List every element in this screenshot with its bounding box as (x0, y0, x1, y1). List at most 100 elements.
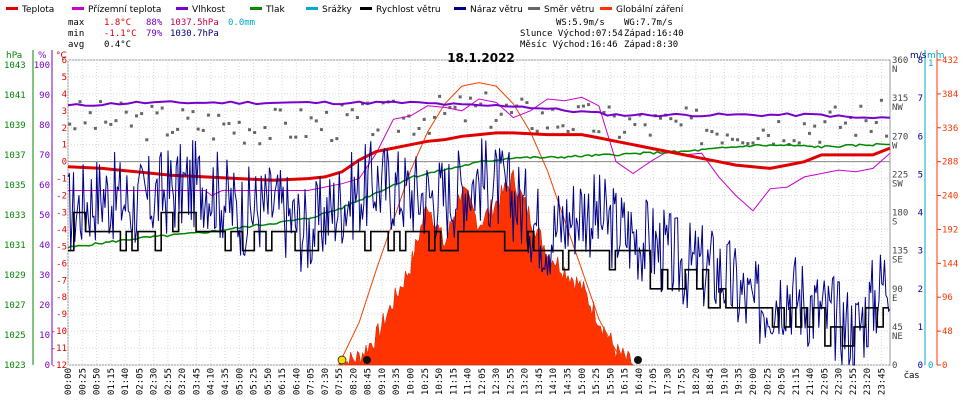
x-tick-label: 17:30 (663, 368, 673, 395)
x-tick-label: 22:05 (820, 368, 830, 395)
x-tick-label: 13:20 (521, 368, 531, 395)
series-smer-vetru-point (623, 130, 627, 134)
series-smer-vetru-point (427, 131, 431, 135)
temperature-tick-label: 4 (62, 90, 67, 100)
temperature-tick-label: -7 (56, 276, 67, 286)
wind-dir-tick-label: E (892, 294, 897, 304)
stats-max-press: 1037.5hPa (170, 18, 219, 28)
x-tick-label: 01:15 (107, 368, 117, 395)
series-smer-vetru-point (879, 98, 883, 102)
wind-dir-tick-label: S (892, 218, 897, 228)
series-smer-vetru-point (129, 124, 133, 128)
temperature-tick-label: -3 (56, 209, 67, 219)
series-smer-vetru-point (864, 119, 868, 123)
pressure-tick-label: 1025 (4, 331, 26, 341)
series-smer-vetru-point (838, 125, 842, 129)
series-smer-vetru-point (628, 117, 632, 121)
humidity-tick-label: 90 (39, 91, 50, 101)
series-vlhkost (67, 100, 891, 120)
series-smer-vetru-point (540, 111, 544, 115)
series-smer-vetru-point (859, 104, 863, 108)
pressure-tick-label: 1027 (4, 301, 26, 311)
series-smer-vetru-point (818, 140, 822, 144)
series-smer-vetru-point (643, 123, 647, 127)
pressure-tick-label: 1029 (4, 271, 26, 281)
x-tick-label: 20:00 (749, 368, 759, 395)
series-rychlost-vetru (68, 211, 889, 347)
series-smer-vetru-point (181, 108, 185, 112)
info-block: WS:5.9m/s WG:7.7m/s Slunce Východ:07:54 … (520, 18, 684, 50)
series-smer-vetru-point (520, 97, 524, 101)
series-smer-vetru-point (201, 128, 205, 132)
radiation-tick-label: 432 (942, 56, 958, 66)
series-smer-vetru-point (854, 133, 858, 137)
humidity-tick-label: 20 (39, 301, 50, 311)
series-smer-vetru-point (325, 110, 329, 114)
series-smer-vetru-point (109, 122, 113, 126)
temperature-tick-label: -4 (56, 225, 67, 235)
info-moonset: Západ:8:30 (624, 40, 678, 50)
x-tick-label: 22:30 (835, 368, 845, 395)
info-sun: Slunce Východ:07:54 (520, 29, 623, 39)
series-smer-vetru-point (155, 111, 159, 115)
series-smer-vetru-point (371, 133, 375, 137)
temperature-tick-label: 3 (62, 107, 67, 117)
info-ws: WS:5.9m/s (556, 18, 605, 28)
x-tick-label: 08:20 (349, 368, 359, 395)
temperature-tick-label: -9 (56, 310, 67, 320)
x-tick-label: 22:55 (849, 368, 859, 395)
stats-min-temp: -1.1°C (104, 29, 137, 39)
x-tick-label: 06:40 (292, 368, 302, 395)
wind-dir-tick-label: W (892, 141, 898, 151)
series-smer-vetru-point (99, 100, 103, 104)
series-smer-vetru-point (587, 103, 591, 107)
legend-item: Srážky (322, 5, 353, 15)
series-smer-vetru-point (843, 121, 847, 125)
series-smer-vetru-point (581, 104, 585, 108)
wind-dir-tick-label: 135 (892, 247, 908, 257)
series-prizemni-teplota (68, 96, 891, 212)
x-tick-label: 08:45 (364, 368, 374, 395)
humidity-tick-label: 100 (34, 61, 50, 71)
x-tick-label: 03:20 (178, 368, 188, 395)
radiation-tick-label: 336 (942, 124, 958, 134)
series-smer-vetru-point (263, 126, 267, 130)
series-smer-vetru-point (135, 114, 138, 118)
wind-dir-tick-label: 360 (892, 56, 908, 66)
wind-dir-tick-label: N (892, 65, 897, 75)
series-naraz-vetru (67, 138, 891, 366)
series-smer-vetru-point (777, 120, 781, 124)
series-smer-vetru-point (242, 141, 246, 145)
x-tick-label: 07:30 (321, 368, 331, 395)
temperature-unit: °C (56, 51, 67, 61)
wind-speed-tick-label: 4 (918, 209, 923, 219)
series-smer-vetru-point (268, 136, 272, 140)
series-smer-vetru-point (124, 110, 128, 114)
humidity-tick-label: 30 (39, 271, 50, 281)
legend-swatch (250, 7, 262, 10)
temperature-tick-label: 0 (62, 158, 67, 168)
radiation-tick-label: 96 (942, 293, 953, 303)
temperature-tick-label: -12 (51, 361, 67, 371)
moonset-icon (363, 356, 371, 364)
series-smer-vetru-point (68, 122, 72, 126)
series-smer-vetru-point (294, 135, 298, 139)
stats-avg-temp: 0.4°C (104, 40, 131, 50)
legend-swatch (176, 7, 188, 10)
series-smer-vetru-point (458, 95, 462, 99)
series-smer-vetru-point (463, 119, 467, 123)
x-tick-label: 19:10 (720, 368, 730, 395)
series-smer-vetru-point (443, 111, 447, 115)
stats-max-temp: 1.8°C (104, 18, 131, 28)
wind-dir-tick-label: SE (892, 256, 903, 266)
x-tick-label: 18:45 (706, 368, 716, 395)
series-smer-vetru-point (761, 128, 765, 132)
stats-min-hum: 79% (146, 29, 163, 39)
series-smer-vetru-point (489, 125, 493, 129)
series-smer-vetru-point (597, 130, 601, 134)
x-tick-label: 15:25 (592, 368, 602, 395)
series-smer-vetru-point (802, 122, 806, 126)
series-smer-vetru-point (104, 120, 108, 124)
chart-title: 18.1.2022 (447, 51, 515, 65)
